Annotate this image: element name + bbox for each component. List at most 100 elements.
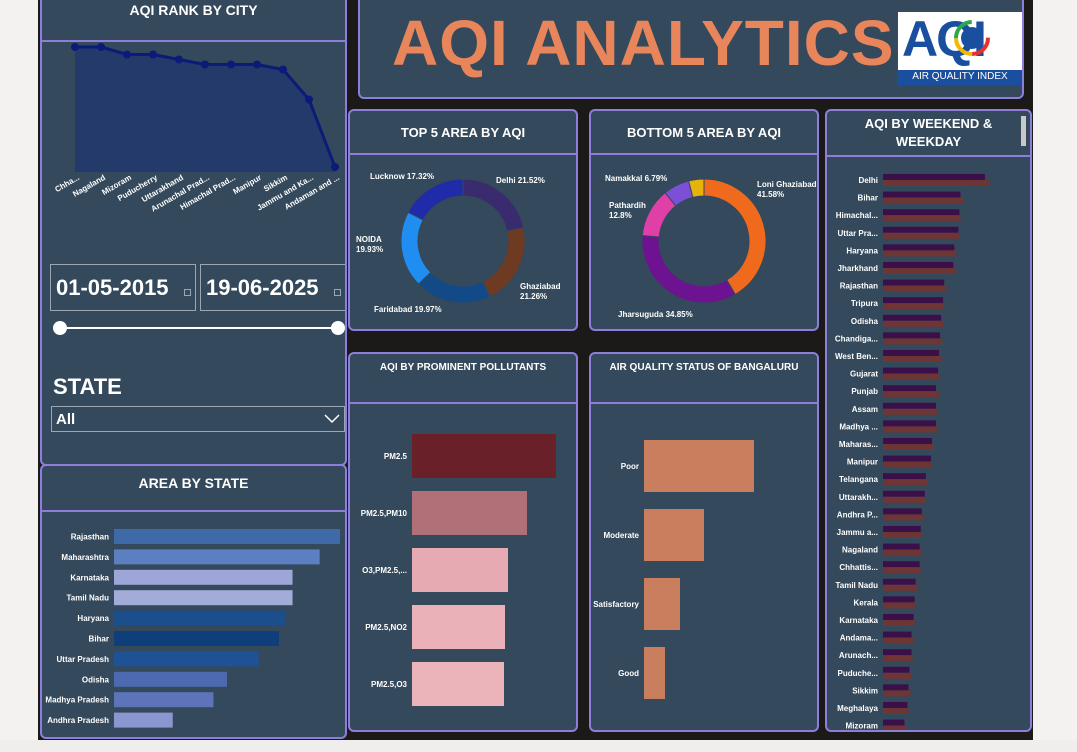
weekday-bar: [883, 385, 936, 392]
bar: [114, 692, 214, 708]
donut-slice: [482, 226, 526, 298]
bar-category-label: Andhra P...: [837, 510, 878, 519]
bar-category-label: PM2.5: [384, 452, 408, 461]
bangaluru-title: AIR QUALITY STATUS OF BANGALURU: [591, 354, 817, 404]
bar-category-label: Haryana: [77, 614, 109, 623]
weekday-bar: [883, 244, 955, 251]
bar-category-label: Haryana: [846, 246, 878, 255]
weekend-bar: [883, 725, 907, 730]
weekend-weekday-title: AQI BY WEEKEND & WEEKDAY: [827, 111, 1030, 157]
bar-category-label: Himachal...: [836, 211, 878, 220]
bar: [114, 671, 227, 687]
bar-category-label: Maharas...: [839, 440, 878, 449]
bar-category-label: Tripura: [851, 299, 879, 308]
weekday-bar: [883, 473, 926, 480]
weekend-bar: [883, 655, 913, 662]
bar-category-label: Mizoram: [846, 722, 878, 731]
bar-category-label: Odisha: [82, 675, 110, 684]
date-range-slider[interactable]: [60, 327, 338, 329]
weekend-bar: [883, 514, 924, 521]
weekend-bar: [883, 268, 956, 274]
bar: [114, 610, 286, 626]
rank-point: [331, 163, 339, 171]
weekday-bar: [883, 262, 954, 268]
top5-area-panel: TOP 5 AREA BY AQI Delhi 21.52% Ghaziabad 2…: [348, 109, 578, 331]
donut-slice-label: Loni Ghaziabad 41.58%: [757, 180, 817, 199]
bottom-strip: [0, 740, 1077, 752]
weekday-bar: [883, 350, 940, 356]
bar: [644, 440, 754, 492]
weekend-weekday-chart: Delhi Bihar Himachal... Uttar Pra... Haryana…: [835, 174, 989, 731]
donut-slice: [407, 178, 464, 221]
area-by-state-panel: AREA BY STATE Rajasthan Maharashtra Karnat…: [40, 464, 347, 739]
weekday-bar: [883, 279, 945, 286]
bar-category-label: Nagaland: [842, 546, 878, 555]
donut-slice: [417, 271, 491, 304]
weekend-bar: [883, 444, 934, 450]
area-by-state-chart: Rajasthan Maharashtra Karnataka Tamil Nadu H…: [45, 529, 340, 728]
rank-point: [149, 50, 157, 59]
slider-end-handle[interactable]: [331, 321, 345, 335]
donut-slice: [688, 178, 705, 199]
bar: [412, 434, 556, 478]
weekend-bar: [883, 215, 961, 222]
bar-category-label: Satisfactory: [593, 600, 639, 609]
rank-point: [201, 60, 209, 69]
chevron-down-icon[interactable]: [324, 414, 340, 424]
area-by-state-title: AREA BY STATE: [42, 466, 345, 512]
weekend-bar: [883, 303, 945, 310]
weekday-bar: [883, 719, 905, 726]
end-date-input[interactable]: 19-06-2025: [200, 264, 345, 311]
bar: [412, 548, 508, 592]
weekend-weekday-panel: AQI BY WEEKEND & WEEKDAY Delhi Bihar Himac…: [825, 109, 1032, 732]
weekday-bar: [883, 226, 959, 233]
bar-category-label: Kerala: [854, 598, 879, 607]
weekend-bar: [883, 549, 922, 556]
bar: [114, 631, 279, 646]
calendar-icon[interactable]: [184, 289, 191, 296]
rank-by-city-panel: AQI RANK BY CITY Chha... Nagaland Mizoram P…: [40, 0, 347, 466]
rank-point: [71, 43, 79, 51]
weekend-bar: [883, 197, 964, 204]
weekday-bar: [883, 438, 932, 444]
bar-category-label: Uttar Pra...: [838, 229, 878, 238]
page-title: AQI ANALYTICS: [392, 7, 895, 79]
bar-category-label: Bihar: [89, 635, 109, 644]
weekend-bar: [883, 180, 989, 186]
bar-category-label: Poor: [621, 462, 639, 471]
weekday-bar: [883, 614, 914, 620]
bar-category-label: Rajasthan: [840, 282, 878, 291]
slider-start-handle[interactable]: [53, 321, 67, 335]
weekday-bar: [883, 508, 922, 515]
header-panel: AQI ANALYTICS AQI AIR QUALITY INDEX: [358, 0, 1024, 99]
bar-category-label: Uttar Pradesh: [57, 655, 110, 664]
bar-category-label: Sikkim: [852, 686, 878, 695]
weekend-bar: [883, 461, 932, 468]
weekend-bar: [883, 567, 921, 574]
calendar-icon[interactable]: [334, 289, 341, 296]
weekday-bar: [883, 561, 920, 568]
aqi-logo-caption: AIR QUALITY INDEX: [898, 70, 1022, 84]
state-label: STATE: [53, 374, 122, 399]
panel-scrollbar[interactable]: [1021, 116, 1026, 146]
rank-point: [279, 65, 287, 74]
bar-category-label: West Ben...: [835, 352, 878, 361]
donut-slice: [400, 211, 432, 285]
bar-category-label: Telangana: [839, 475, 879, 484]
state-dropdown[interactable]: All: [51, 406, 345, 432]
weekend-bar: [883, 637, 914, 644]
rank-point: [227, 60, 235, 69]
end-date-value: 19-06-2025: [206, 274, 319, 300]
rank-point: [123, 50, 131, 59]
weekend-bar: [883, 338, 943, 345]
weekend-bar: [883, 320, 944, 327]
bar-category-label: Odisha: [851, 317, 879, 326]
donut-slice-label: Lucknow 17.32%: [370, 172, 434, 181]
bar: [412, 491, 527, 535]
bar-category-label: Bihar: [858, 194, 878, 203]
rank-point: [97, 43, 105, 51]
start-date-input[interactable]: 01-05-2015: [50, 264, 196, 311]
weekday-bar: [883, 209, 960, 216]
rank-by-city-chart: Chha...NagalandMizoramPuducherryUttarakh…: [53, 43, 341, 214]
bar-category-label: Gujarat: [850, 370, 878, 379]
